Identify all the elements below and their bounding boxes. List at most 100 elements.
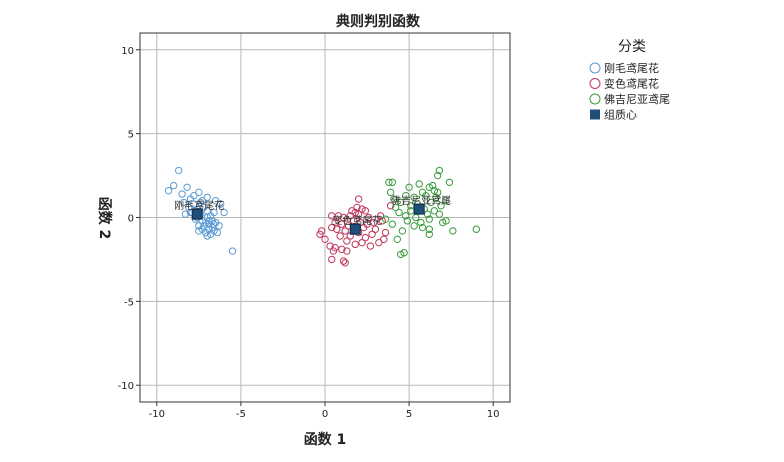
data-point <box>333 225 341 233</box>
data-point <box>415 180 423 188</box>
data-point <box>331 218 339 227</box>
data-point <box>449 227 457 235</box>
x-tick-label: 0 <box>322 409 328 420</box>
data-point <box>217 200 225 208</box>
data-point <box>402 212 410 220</box>
data-point <box>339 213 348 222</box>
data-point <box>363 220 371 228</box>
data-point <box>410 193 418 202</box>
data-point <box>361 207 370 215</box>
data-point <box>195 188 203 197</box>
data-point <box>326 242 334 250</box>
data-point <box>439 218 447 227</box>
data-point <box>410 222 418 230</box>
data-point <box>375 238 383 247</box>
data-point <box>190 191 198 200</box>
data-point <box>178 190 186 198</box>
data-point <box>425 215 433 223</box>
data-point <box>361 233 370 242</box>
data-point <box>198 197 206 205</box>
centroid-label: 佛吉尼亚鸢尾 <box>391 194 451 207</box>
x-tick-label: 10 <box>487 409 500 420</box>
data-point <box>343 237 351 245</box>
data-point <box>341 227 349 235</box>
data-point <box>195 222 203 230</box>
chart-title: 典则判别函数 <box>336 13 421 30</box>
data-point <box>346 212 354 220</box>
data-point <box>386 202 395 210</box>
data-point <box>376 212 385 220</box>
data-point <box>366 242 375 250</box>
data-point <box>425 225 433 233</box>
data-point <box>430 207 439 215</box>
data-point <box>164 186 173 195</box>
data-point <box>417 218 425 227</box>
y-tick-label: 10 <box>121 46 134 57</box>
legend-marker <box>589 62 601 74</box>
data-point <box>331 243 339 252</box>
legend-title: 分类 <box>618 39 646 55</box>
data-points <box>164 166 481 267</box>
x-tick-label: -5 <box>236 409 246 420</box>
data-point <box>328 223 336 232</box>
data-point <box>381 228 390 237</box>
data-point <box>381 215 390 223</box>
legend-entry: 刚毛鸢尾花 <box>604 61 659 75</box>
y-tick-label: -5 <box>124 297 134 308</box>
data-point <box>341 259 349 267</box>
data-point <box>354 210 363 218</box>
data-point <box>183 183 191 192</box>
data-point <box>195 227 203 235</box>
data-point <box>211 197 220 205</box>
centroid-marker <box>349 223 361 235</box>
data-point <box>398 227 407 235</box>
y-tick-label: 5 <box>128 130 134 141</box>
data-point <box>396 198 405 207</box>
data-point <box>435 210 444 218</box>
y-axis-label: 函数 2 <box>96 197 113 240</box>
data-point <box>190 200 198 208</box>
data-point <box>358 238 366 247</box>
data-point <box>210 220 218 228</box>
data-point <box>174 166 183 175</box>
data-point <box>210 208 218 217</box>
data-point <box>203 232 211 240</box>
data-point <box>185 203 193 212</box>
data-point <box>169 181 178 190</box>
data-point <box>391 203 400 212</box>
data-point <box>354 195 363 203</box>
data-point <box>180 198 188 207</box>
data-point <box>380 235 388 244</box>
data-point <box>472 225 481 233</box>
data-point <box>200 222 208 230</box>
data-point <box>321 235 329 244</box>
data-point <box>343 247 351 255</box>
data-point <box>385 178 393 186</box>
y-tick-label: -10 <box>118 381 134 392</box>
centroid-label: 变色鸢尾花 <box>332 214 382 227</box>
data-point <box>403 217 412 225</box>
data-point <box>395 208 403 217</box>
data-point <box>432 193 440 202</box>
data-point <box>196 198 205 207</box>
data-point <box>425 230 433 238</box>
data-point <box>405 183 413 192</box>
data-point <box>442 197 450 205</box>
data-point <box>368 230 376 238</box>
data-point <box>370 218 378 227</box>
data-point <box>203 213 211 222</box>
data-point <box>339 257 348 265</box>
data-point <box>393 235 402 244</box>
x-tick-label: 5 <box>406 409 412 420</box>
y-tick-label: 0 <box>128 214 134 225</box>
grid-lines <box>140 33 510 402</box>
data-point <box>402 191 410 200</box>
data-point <box>328 255 336 264</box>
data-point <box>215 222 223 230</box>
data-point <box>371 225 380 233</box>
x-axis-label: 函数 1 <box>304 431 347 448</box>
legend-entry: 佛吉尼亚鸢尾 <box>604 92 670 106</box>
data-point <box>433 171 442 180</box>
centroid-marker <box>191 208 203 220</box>
